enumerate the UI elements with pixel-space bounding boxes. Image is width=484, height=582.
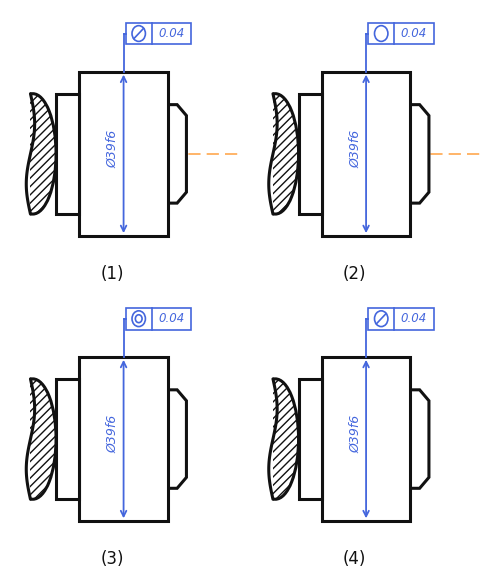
Bar bbox=[321, 72, 409, 236]
Text: Ø39f6: Ø39f6 bbox=[106, 129, 120, 168]
Bar bbox=[368, 308, 433, 329]
Ellipse shape bbox=[252, 94, 298, 214]
Polygon shape bbox=[167, 390, 186, 488]
Ellipse shape bbox=[252, 379, 298, 499]
Polygon shape bbox=[409, 390, 428, 488]
Bar bbox=[79, 72, 167, 236]
Text: (4): (4) bbox=[342, 551, 365, 569]
Bar bbox=[56, 379, 79, 499]
Text: 0.04: 0.04 bbox=[158, 27, 184, 40]
Text: 0.04: 0.04 bbox=[400, 312, 426, 325]
Bar bbox=[298, 94, 321, 214]
Bar bbox=[56, 94, 79, 214]
Bar bbox=[368, 23, 433, 44]
Bar bbox=[247, 88, 272, 220]
Bar bbox=[79, 357, 167, 521]
Text: (2): (2) bbox=[342, 265, 365, 283]
Polygon shape bbox=[409, 105, 428, 203]
Text: 0.04: 0.04 bbox=[158, 312, 184, 325]
Ellipse shape bbox=[10, 379, 56, 499]
Text: (3): (3) bbox=[100, 551, 123, 569]
Bar bbox=[298, 379, 321, 499]
Bar bbox=[126, 23, 191, 44]
Text: Ø39f6: Ø39f6 bbox=[106, 414, 120, 453]
Bar bbox=[126, 308, 191, 329]
Text: 0.04: 0.04 bbox=[400, 27, 426, 40]
Text: Ø39f6: Ø39f6 bbox=[348, 129, 362, 168]
Bar bbox=[321, 357, 409, 521]
Bar bbox=[247, 373, 272, 505]
Bar bbox=[5, 88, 30, 220]
Bar bbox=[5, 373, 30, 505]
Text: (1): (1) bbox=[100, 265, 123, 283]
Polygon shape bbox=[167, 105, 186, 203]
Text: Ø39f6: Ø39f6 bbox=[348, 414, 362, 453]
Ellipse shape bbox=[10, 94, 56, 214]
